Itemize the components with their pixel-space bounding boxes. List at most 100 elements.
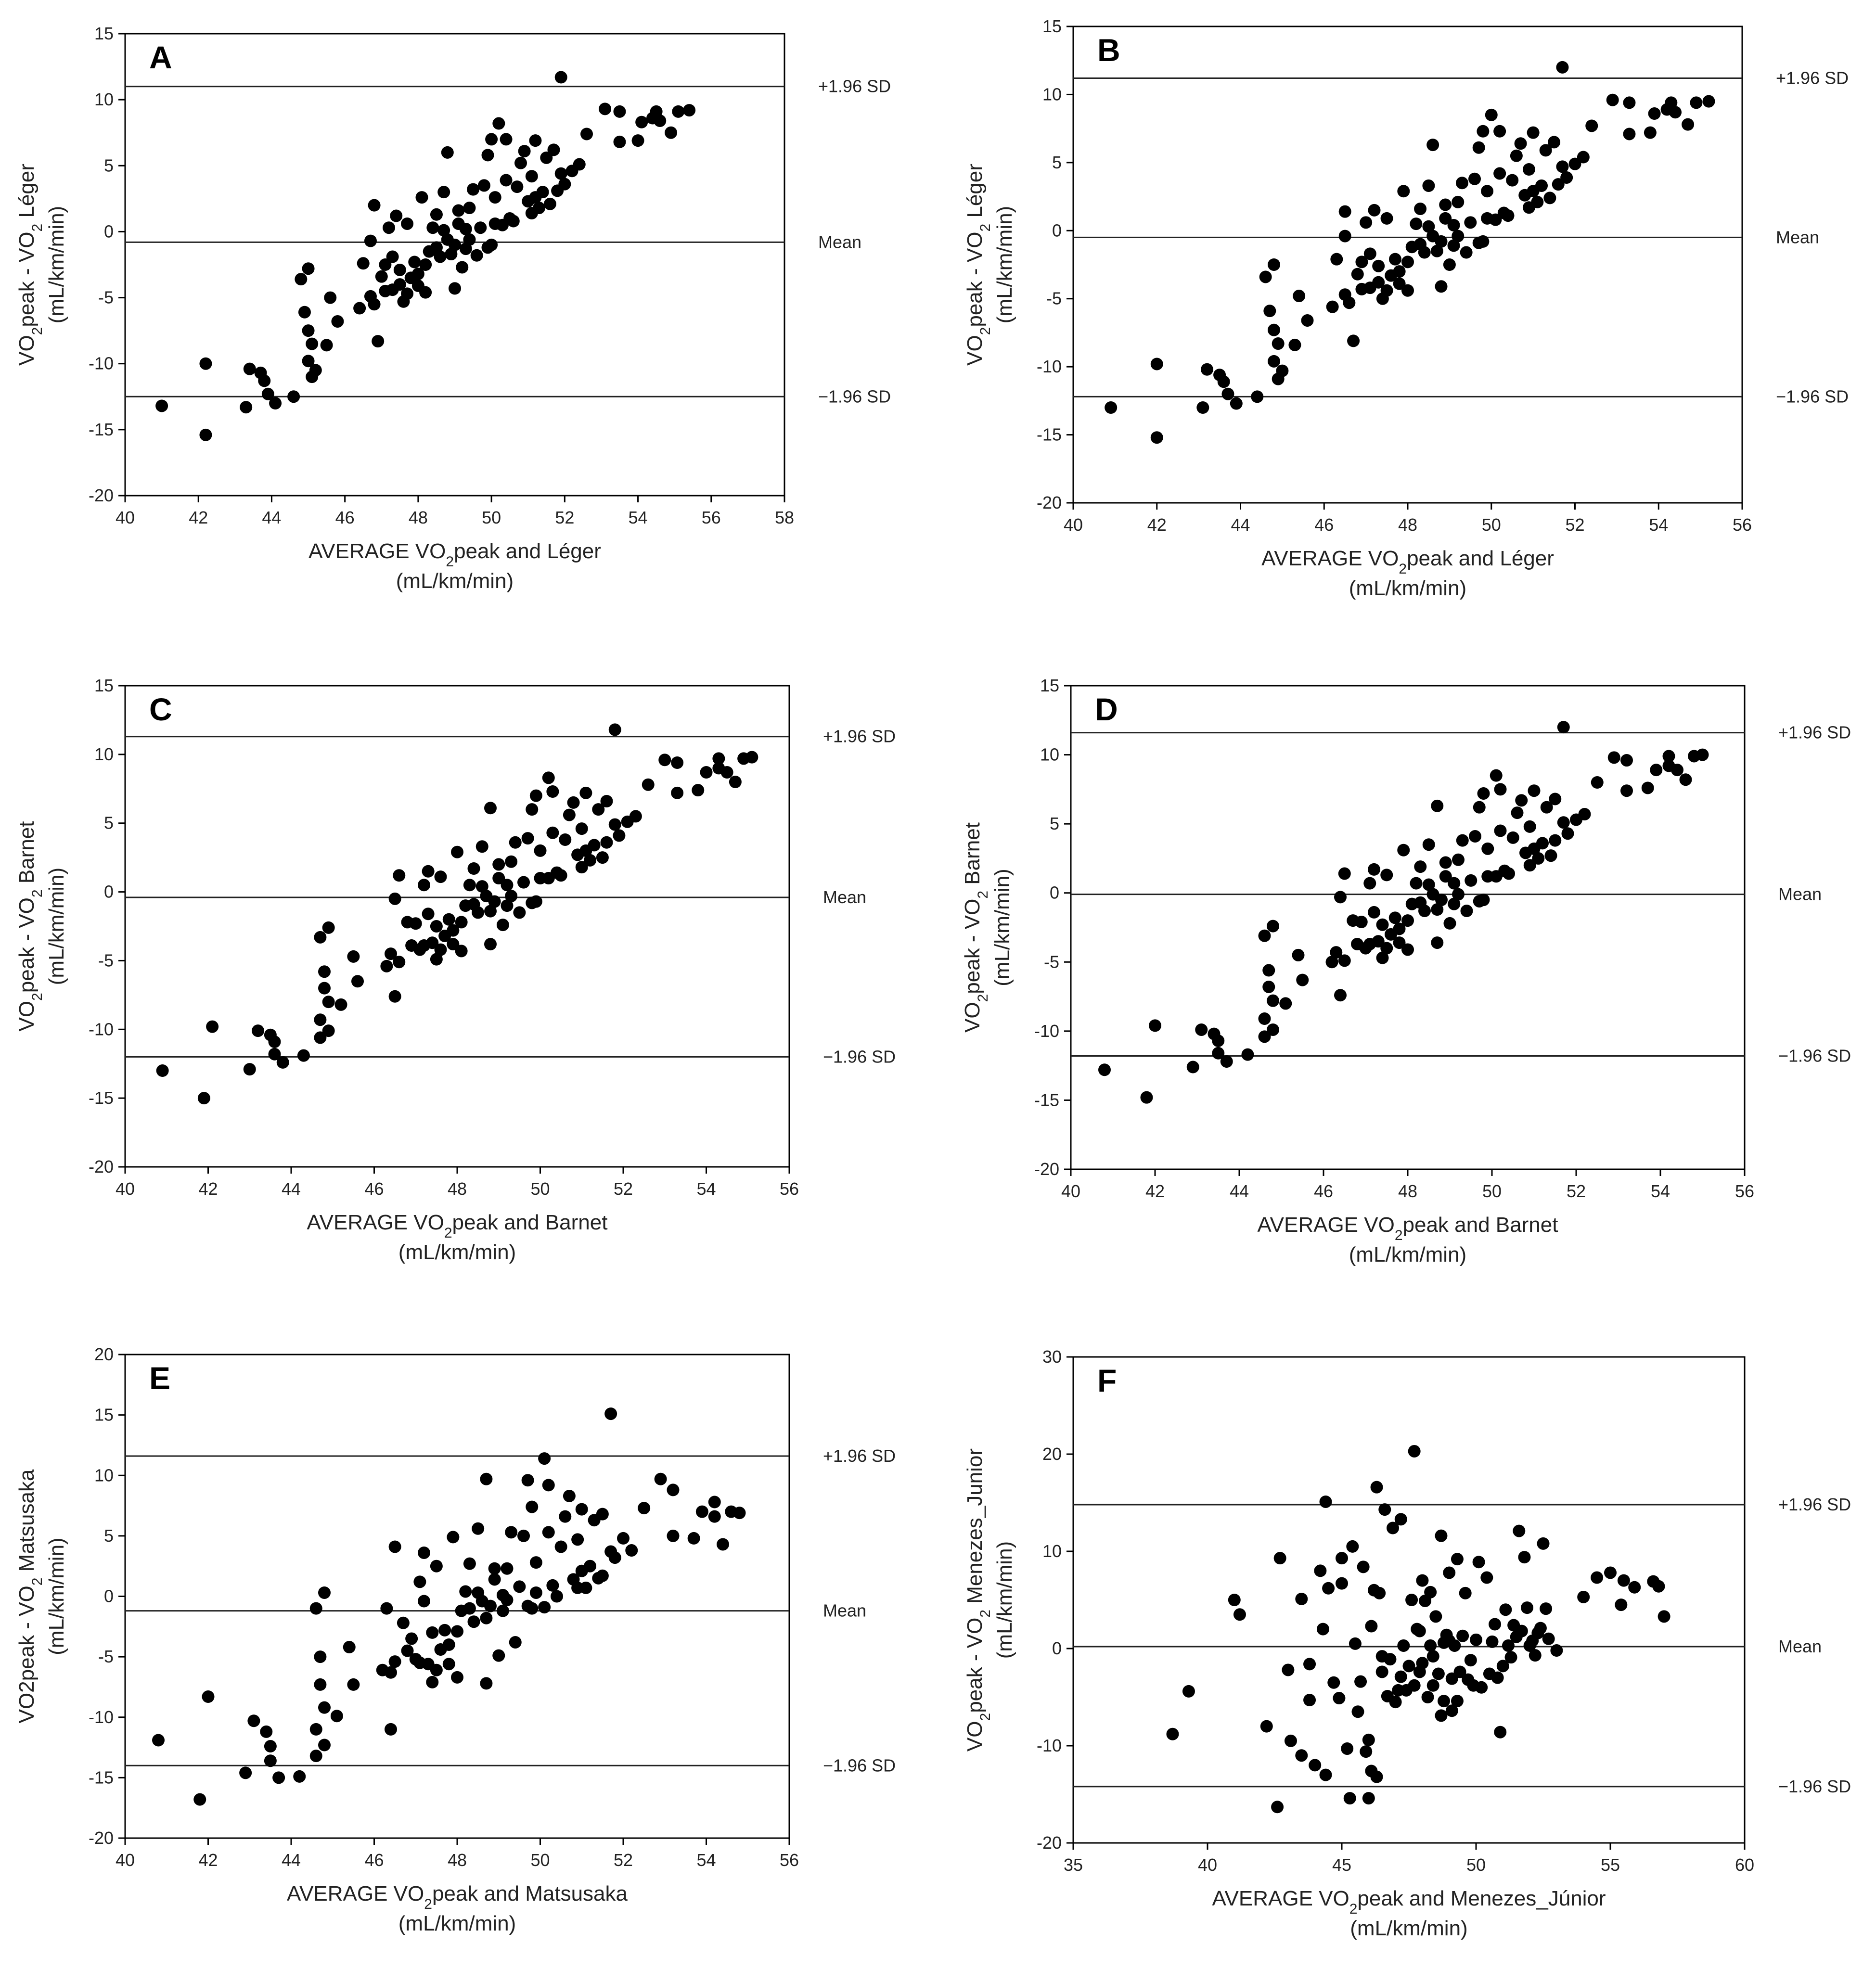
data-point bbox=[720, 766, 733, 779]
data-point bbox=[1696, 748, 1709, 761]
mean-line-label: Mean bbox=[1778, 884, 1822, 904]
data-point bbox=[584, 1560, 596, 1573]
data-point bbox=[1494, 824, 1507, 837]
panel-letter: D bbox=[1095, 691, 1118, 727]
data-point bbox=[488, 1573, 501, 1586]
data-point bbox=[239, 1766, 252, 1779]
data-point bbox=[1523, 820, 1536, 833]
panel-letter: A bbox=[149, 39, 172, 75]
x-axis-title: AVERAGE VO2peak and Léger bbox=[308, 539, 601, 570]
data-point bbox=[518, 145, 531, 158]
data-point bbox=[455, 916, 468, 929]
data-point bbox=[525, 170, 538, 183]
data-point bbox=[1489, 213, 1502, 226]
data-point bbox=[1267, 1023, 1279, 1036]
data-point bbox=[1671, 764, 1683, 777]
data-point bbox=[534, 844, 547, 857]
data-point bbox=[401, 287, 414, 300]
data-point bbox=[1397, 844, 1410, 857]
data-point bbox=[422, 865, 435, 878]
data-point bbox=[1439, 870, 1452, 883]
data-point bbox=[302, 262, 315, 275]
data-point bbox=[501, 899, 514, 912]
y-tick-label: -5 bbox=[98, 950, 114, 970]
data-point bbox=[1271, 1801, 1284, 1814]
data-point bbox=[1336, 1552, 1348, 1565]
data-point bbox=[426, 1626, 439, 1639]
data-point bbox=[1607, 751, 1620, 764]
data-point bbox=[484, 905, 497, 918]
data-point bbox=[1267, 920, 1279, 933]
data-point bbox=[1604, 1566, 1617, 1579]
data-point bbox=[297, 1049, 310, 1062]
x-axis-units: (mL/km/min) bbox=[396, 569, 514, 593]
data-point bbox=[733, 1507, 746, 1520]
y-axis-title-part: 2 bbox=[977, 327, 993, 335]
data-point bbox=[268, 1036, 281, 1048]
x-axis-title-part: peak and Menezes_Júnior bbox=[1357, 1887, 1606, 1910]
y-axis-title-part: 2 bbox=[977, 224, 993, 232]
data-point bbox=[1372, 259, 1385, 272]
data-point bbox=[155, 399, 168, 412]
y-tick-label: -20 bbox=[89, 486, 114, 505]
data-point bbox=[1338, 205, 1351, 218]
data-point bbox=[1268, 258, 1280, 271]
data-point bbox=[1464, 1654, 1477, 1667]
data-point bbox=[1494, 783, 1507, 796]
data-point bbox=[480, 1677, 493, 1690]
data-point bbox=[1309, 1759, 1322, 1772]
y-axis-title-part: 2 bbox=[29, 889, 45, 897]
y-tick-label: 0 bbox=[1052, 220, 1062, 240]
data-point bbox=[1477, 125, 1490, 138]
data-point bbox=[571, 1533, 584, 1546]
panel-e: 40 42 44 46 48 50 52 54 56 -20 -15 -10 -5 0 5 10 15 20 +1.… bbox=[15, 1344, 896, 1935]
data-point bbox=[240, 401, 253, 414]
data-point bbox=[413, 1575, 426, 1588]
data-point bbox=[1295, 1592, 1308, 1605]
data-point bbox=[712, 752, 725, 765]
data-point bbox=[314, 1031, 327, 1044]
x-tick-label: 44 bbox=[282, 1179, 301, 1199]
y-axis-title: VO2peak - VO2 Matsusaka bbox=[15, 1469, 45, 1723]
data-point bbox=[1260, 1720, 1273, 1733]
data-point bbox=[1150, 431, 1163, 444]
data-point bbox=[1540, 1602, 1553, 1615]
data-point bbox=[1459, 1586, 1472, 1599]
data-point bbox=[1557, 816, 1570, 829]
data-point bbox=[375, 270, 388, 283]
y-tick-label: -5 bbox=[98, 288, 114, 307]
lower-limit-line-label: −1.96 SD bbox=[1776, 386, 1849, 406]
data-point bbox=[1480, 1571, 1493, 1584]
data-point bbox=[156, 1064, 169, 1077]
x-tick-label: 50 bbox=[1482, 515, 1501, 535]
data-point bbox=[1330, 946, 1343, 959]
x-tick-label: 42 bbox=[198, 1850, 218, 1870]
data-point bbox=[261, 387, 274, 400]
data-point bbox=[419, 286, 432, 299]
data-point bbox=[1439, 856, 1452, 869]
data-point bbox=[463, 1557, 476, 1570]
data-point bbox=[475, 840, 488, 853]
data-point bbox=[347, 950, 360, 963]
data-point bbox=[1560, 171, 1573, 184]
data-point bbox=[372, 335, 385, 348]
x-axis-title: AVERAGE VO2peak and Léger bbox=[1261, 547, 1554, 577]
data-point bbox=[1414, 860, 1427, 873]
data-point bbox=[1182, 1685, 1195, 1698]
data-point bbox=[379, 258, 392, 271]
data-point bbox=[1295, 1749, 1308, 1762]
x-tick-label: 56 bbox=[780, 1850, 799, 1870]
y-axis-title-part: Barnet bbox=[15, 821, 39, 890]
plot-frame bbox=[1070, 685, 1746, 1170]
data-point bbox=[484, 938, 497, 951]
data-point bbox=[264, 1754, 277, 1767]
y-tick-label: 15 bbox=[1042, 16, 1062, 36]
data-point bbox=[318, 965, 331, 978]
data-point bbox=[1422, 179, 1435, 192]
y-axis-title-part: 2 bbox=[977, 1713, 993, 1721]
data-point bbox=[368, 199, 381, 212]
data-point bbox=[1544, 849, 1557, 862]
data-point bbox=[580, 128, 593, 141]
data-point bbox=[1424, 1585, 1437, 1598]
data-point bbox=[1439, 198, 1452, 211]
